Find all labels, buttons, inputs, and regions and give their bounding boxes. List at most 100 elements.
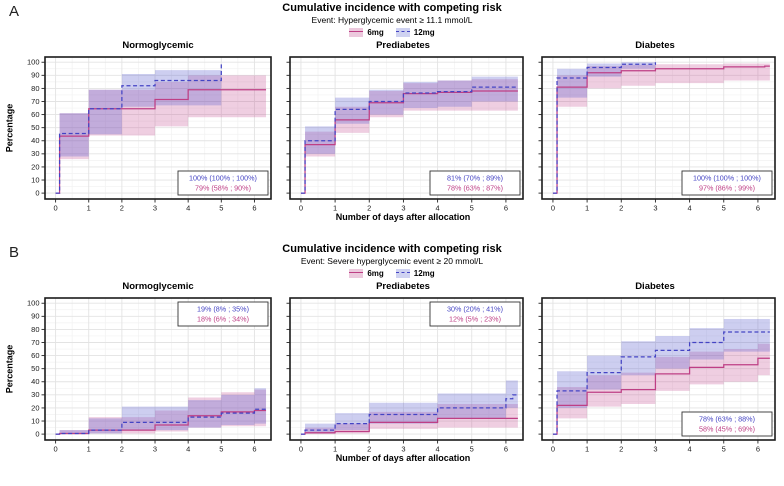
panel-b-title: Cumulative incidence with competing risk xyxy=(282,243,502,255)
svg-text:90: 90 xyxy=(31,312,39,321)
svg-text:10: 10 xyxy=(31,175,39,184)
svg-text:40: 40 xyxy=(31,377,39,386)
svg-text:5: 5 xyxy=(219,203,223,212)
svg-text:19% (8% ; 35%): 19% (8% ; 35%) xyxy=(197,304,249,313)
subplot-a-prediabetes: Prediabetes 0 1 2 3 4 5 6 81% (70% ; 89%) 78% (6… xyxy=(277,40,529,224)
svg-text:79% (58% ; 90%): 79% (58% ; 90%) xyxy=(195,183,251,192)
svg-text:100% (100% ; 100%): 100% (100% ; 100%) xyxy=(693,173,761,182)
subplot-b-normoglycemic: Normoglycemic 0 10 20 30 40 50 60 70 80 90 100 0 1 2 3… xyxy=(15,281,277,456)
svg-text:5: 5 xyxy=(219,444,223,453)
plot-a-normoglycemic: 0 10 20 30 40 50 60 70 80 90 100 0 1 2 3 4 5 6 100% (100% … xyxy=(27,56,272,212)
legend-label-12mg: 12mg xyxy=(413,268,435,278)
facet-title-diabetes: Diabetes xyxy=(635,39,675,51)
svg-text:6: 6 xyxy=(252,203,256,212)
svg-text:5: 5 xyxy=(470,444,474,453)
legend-label-6mg: 6mg xyxy=(367,268,384,278)
panel-a-plots-row: Percentage Normoglycemic 0 10 20 30 40 50 60 70… xyxy=(3,40,784,224)
panel-a: A Cumulative incidence with competing ri… xyxy=(0,2,784,243)
svg-text:0: 0 xyxy=(551,444,555,453)
svg-text:4: 4 xyxy=(186,444,190,453)
plot-b-normoglycemic: 0 10 20 30 40 50 60 70 80 90 100 0 1 2 3 4 5 6 19% (8% ; 3… xyxy=(27,297,272,453)
facet-title-normoglycemic: Normoglycemic xyxy=(122,280,194,292)
svg-text:78% (63% ; 87%): 78% (63% ; 87%) xyxy=(447,183,503,192)
svg-text:80: 80 xyxy=(31,84,39,93)
subplot-b-diabetes: Diabetes 0 1 2 3 4 5 6 78% (63% ; 88%) 58% (45% … xyxy=(529,281,781,456)
svg-text:78% (63% ; 88%): 78% (63% ; 88%) xyxy=(699,414,755,423)
svg-text:30: 30 xyxy=(31,390,39,399)
svg-text:3: 3 xyxy=(153,444,157,453)
panel-b: B Cumulative incidence with competing ri… xyxy=(0,243,784,484)
legend-item-12mg: 12mg xyxy=(395,27,435,37)
svg-text:5: 5 xyxy=(722,203,726,212)
svg-text:3: 3 xyxy=(153,203,157,212)
svg-text:90: 90 xyxy=(31,71,39,80)
svg-text:81% (70% ; 89%): 81% (70% ; 89%) xyxy=(447,173,503,182)
svg-text:4: 4 xyxy=(186,203,190,212)
svg-text:4: 4 xyxy=(436,444,440,453)
panel-b-legend: 6mg 12mg xyxy=(0,266,784,281)
svg-text:1: 1 xyxy=(585,203,589,212)
svg-text:2: 2 xyxy=(367,444,371,453)
panel-a-y-axis-title: Percentage xyxy=(4,103,14,153)
svg-text:5: 5 xyxy=(722,444,726,453)
facet-title-normoglycemic: Normoglycemic xyxy=(122,39,194,51)
subplot-a-normoglycemic: Normoglycemic 0 10 20 30 40 50 60 70 80 90 100 0 1 2 3… xyxy=(15,40,277,215)
svg-text:6: 6 xyxy=(252,444,256,453)
svg-text:30: 30 xyxy=(31,149,39,158)
svg-text:4: 4 xyxy=(688,203,692,212)
svg-text:3: 3 xyxy=(653,444,657,453)
svg-text:0: 0 xyxy=(299,444,303,453)
svg-text:60: 60 xyxy=(31,351,39,360)
svg-text:97% (86% ; 99%): 97% (86% ; 99%) xyxy=(699,183,755,192)
svg-text:0: 0 xyxy=(54,444,58,453)
svg-text:18% (6% ; 34%): 18% (6% ; 34%) xyxy=(197,314,249,323)
plot-a-diabetes: 0 1 2 3 4 5 6 100% (100% ; 100%)97% (86% ; 99%) xyxy=(538,56,776,212)
svg-text:70: 70 xyxy=(31,97,39,106)
svg-text:3: 3 xyxy=(401,203,405,212)
svg-text:1: 1 xyxy=(333,203,337,212)
svg-text:0: 0 xyxy=(54,203,58,212)
svg-text:5: 5 xyxy=(470,203,474,212)
panel-a-subtitle: Event: Hyperglycemic event ≥ 11.1 mmol/L xyxy=(311,14,473,25)
svg-text:0: 0 xyxy=(299,203,303,212)
legend-swatch-12mg-icon xyxy=(395,268,410,278)
svg-text:4: 4 xyxy=(436,203,440,212)
svg-text:2: 2 xyxy=(120,444,124,453)
svg-text:6: 6 xyxy=(756,444,760,453)
svg-text:80: 80 xyxy=(31,325,39,334)
panel-b-x-axis-title: Number of days after allocation xyxy=(335,452,471,463)
legend-item-6mg: 6mg xyxy=(349,268,384,278)
svg-text:12% (5% ; 23%): 12% (5% ; 23%) xyxy=(449,314,501,323)
svg-text:2: 2 xyxy=(619,444,623,453)
svg-text:4: 4 xyxy=(688,444,692,453)
svg-text:0: 0 xyxy=(35,429,39,438)
svg-text:10: 10 xyxy=(31,416,39,425)
svg-text:2: 2 xyxy=(367,203,371,212)
subplot-a-diabetes: Diabetes 0 1 2 3 4 5 6 100% (100% ; 100%) 97% (8… xyxy=(529,40,781,215)
svg-text:100: 100 xyxy=(27,58,40,67)
legend-item-12mg: 12mg xyxy=(395,268,435,278)
svg-text:1: 1 xyxy=(585,444,589,453)
facet-title-prediabetes: Prediabetes xyxy=(376,280,430,292)
svg-text:2: 2 xyxy=(120,203,124,212)
panel-b-plots-row: Percentage Normoglycemic 0 10 20 30 40 50 60 70… xyxy=(3,281,784,465)
panel-a-x-axis-title: Number of days after allocation xyxy=(335,211,471,222)
plot-a-prediabetes: 0 1 2 3 4 5 6 81% (70% ; 89%)78% (63% ; 87%) xyxy=(286,56,524,212)
svg-text:50: 50 xyxy=(31,123,39,132)
svg-text:2: 2 xyxy=(619,203,623,212)
svg-text:6: 6 xyxy=(504,203,508,212)
svg-text:1: 1 xyxy=(87,203,91,212)
svg-text:1: 1 xyxy=(333,444,337,453)
svg-text:6: 6 xyxy=(504,444,508,453)
svg-text:3: 3 xyxy=(401,444,405,453)
panel-a-header: Cumulative incidence with competing risk… xyxy=(0,2,784,40)
panel-b-y-axis-title: Percentage xyxy=(4,344,14,394)
legend-swatch-6mg-icon xyxy=(349,268,364,278)
svg-text:100: 100 xyxy=(27,299,40,308)
legend-swatch-12mg-icon xyxy=(395,27,410,37)
panel-b-header: Cumulative incidence with competing risk… xyxy=(0,243,784,281)
plot-b-prediabetes: 0 1 2 3 4 5 6 30% (20% ; 41%)12% (5% ; 23%) xyxy=(286,297,524,453)
svg-text:20: 20 xyxy=(31,162,39,171)
svg-text:60: 60 xyxy=(31,110,39,119)
